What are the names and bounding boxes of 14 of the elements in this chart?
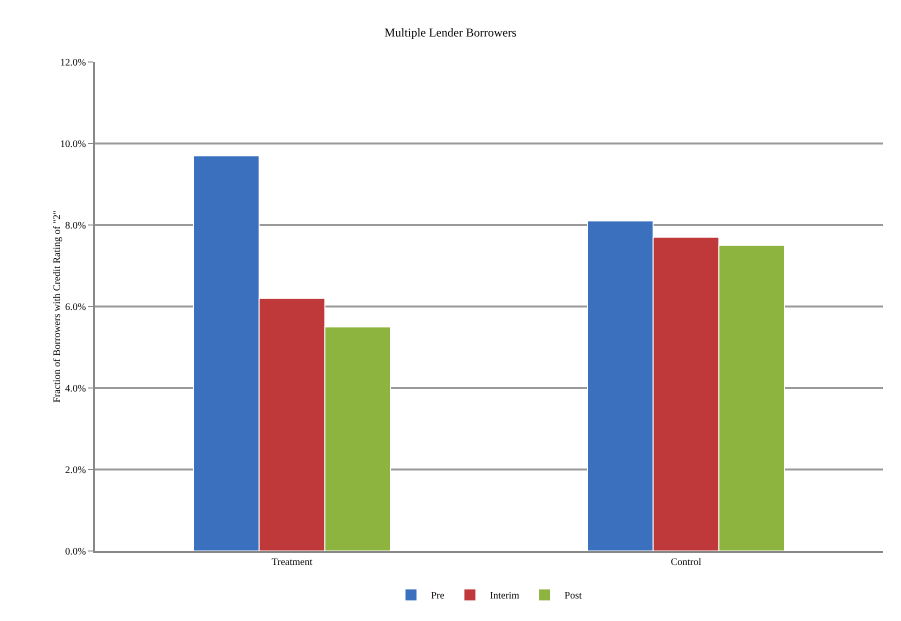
x-tick-label: Control — [670, 557, 702, 568]
y-tick-label: 2.0% — [65, 465, 86, 476]
y-tick-label: 0.0% — [65, 546, 86, 558]
chart-title: Multiple Lender Borrowers — [384, 25, 517, 40]
y-tick-label: 8.0% — [65, 220, 86, 232]
y-tick-label: 10.0% — [60, 139, 86, 150]
y-tick-label: 6.0% — [65, 302, 86, 313]
y-axis-title: Fraction of Borrowers with Credit Rating of "2" — [52, 210, 64, 403]
x-tick-label: Treatment — [272, 557, 313, 568]
legend-label: Interim — [490, 590, 520, 602]
legend-label: Post — [564, 590, 582, 602]
legend-label: Pre — [431, 590, 445, 602]
y-tick-label: 12.0% — [60, 58, 86, 68]
y-tick-label: 4.0% — [65, 384, 86, 394]
